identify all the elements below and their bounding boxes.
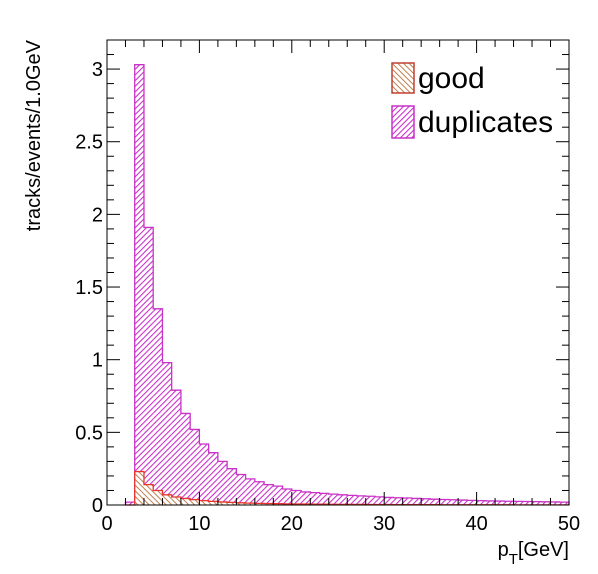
y-tick-label: 2.5	[75, 132, 103, 154]
bar-duplicates-0	[125, 502, 135, 505]
bar-good-2	[143, 484, 154, 505]
bar-good-13	[245, 503, 255, 505]
bar-duplicates-14	[254, 481, 265, 505]
bar-duplicates-18	[291, 490, 302, 505]
x-tick-label: 0	[101, 513, 112, 535]
bar-duplicates-26	[365, 496, 375, 505]
bar-duplicates-34	[439, 499, 449, 505]
y-tick-label: 0.5	[75, 422, 103, 444]
y-tick-label: 3	[92, 59, 103, 81]
bar-duplicates-31	[411, 498, 422, 505]
bar-duplicates-43	[522, 501, 533, 505]
bar-duplicates-40	[495, 501, 505, 505]
bar-good-12	[236, 502, 246, 505]
x-tick-label: 40	[465, 513, 487, 535]
bar-duplicates-5	[171, 390, 181, 505]
bar-duplicates-23	[338, 494, 348, 505]
bar-good-1	[134, 471, 144, 505]
bar-duplicates-16	[273, 486, 283, 505]
bar-good-4	[162, 494, 172, 505]
bar-good-11	[227, 502, 237, 505]
y-axis-title: tracks/events/1.0GeV	[23, 39, 45, 231]
x-tick-label: 30	[373, 513, 395, 535]
bar-duplicates-46	[550, 501, 560, 505]
y-tick-labels: 0 0.5 1 1.5 2 2.5 3	[75, 59, 103, 517]
legend-swatch-good	[391, 62, 415, 94]
bar-duplicates-19	[301, 491, 311, 505]
bar-duplicates-35	[448, 499, 459, 505]
x-tick-label: 10	[188, 513, 210, 535]
bar-duplicates-41	[504, 501, 514, 505]
bar-duplicates-15	[264, 484, 274, 505]
bar-duplicates-42	[513, 501, 523, 505]
legend-label-good: good	[418, 62, 485, 95]
bar-good-7	[190, 499, 200, 505]
bar-duplicates-45	[541, 501, 551, 505]
bar-duplicates-8	[199, 443, 209, 505]
bar-duplicates-2	[143, 227, 154, 505]
bar-duplicates-7	[190, 429, 200, 505]
bar-duplicates-13	[245, 478, 255, 505]
bar-good-15	[264, 503, 274, 505]
bar-duplicates-39	[485, 500, 496, 505]
bar-duplicates-24	[347, 495, 357, 505]
bar-duplicates-44	[532, 501, 542, 505]
bar-duplicates-12	[236, 474, 246, 505]
bar-duplicates-4	[162, 362, 172, 505]
bar-duplicates-10	[217, 461, 228, 505]
bar-good-8	[199, 500, 209, 505]
y-tick-label: 1.5	[75, 277, 103, 299]
x-tick-label: 50	[558, 513, 580, 535]
axes	[106, 39, 570, 506]
bar-duplicates-38	[476, 500, 486, 505]
bar-duplicates-3	[153, 308, 163, 505]
y-tick-label: 0	[92, 495, 103, 517]
bar-duplicates-30	[402, 498, 412, 505]
bar-good-16	[273, 503, 283, 505]
bar-duplicates-6	[180, 413, 191, 505]
bar-duplicates-37	[467, 500, 477, 505]
bar-duplicates-9	[208, 452, 218, 505]
legend-swatch-duplicates	[391, 105, 415, 139]
y-tick-label: 1	[92, 350, 103, 372]
bar-good-10	[217, 501, 228, 505]
bar-duplicates-21	[319, 493, 329, 505]
bar-duplicates-27	[374, 496, 385, 505]
bar-good-9	[208, 501, 218, 505]
x-tick-labels: 0 10 20 30 40 50	[101, 513, 580, 535]
x-axis-title: pT[GeV]	[498, 539, 569, 568]
bar-good-6	[180, 498, 191, 505]
legend: good duplicates	[391, 62, 553, 139]
bar-duplicates-33	[430, 499, 440, 505]
bar-duplicates-47	[559, 502, 569, 505]
bar-duplicates-32	[421, 498, 431, 505]
x-tick-label: 20	[281, 513, 303, 535]
bar-duplicates-36	[458, 500, 468, 505]
bar-good-5	[171, 497, 181, 505]
y-tick-label: 2	[92, 204, 103, 226]
bar-good-14	[254, 503, 265, 505]
legend-label-duplicates: duplicates	[418, 106, 553, 139]
bar-duplicates-29	[393, 497, 403, 505]
series-duplicates-bars	[124, 64, 570, 505]
bar-duplicates-22	[328, 494, 338, 505]
bar-duplicates-28	[384, 497, 394, 505]
bar-duplicates-1	[134, 64, 144, 505]
bar-good-3	[153, 490, 163, 505]
bar-duplicates-25	[356, 495, 366, 505]
bar-duplicates-11	[227, 468, 237, 505]
bar-duplicates-20	[310, 492, 320, 505]
bar-duplicates-17	[282, 489, 292, 505]
